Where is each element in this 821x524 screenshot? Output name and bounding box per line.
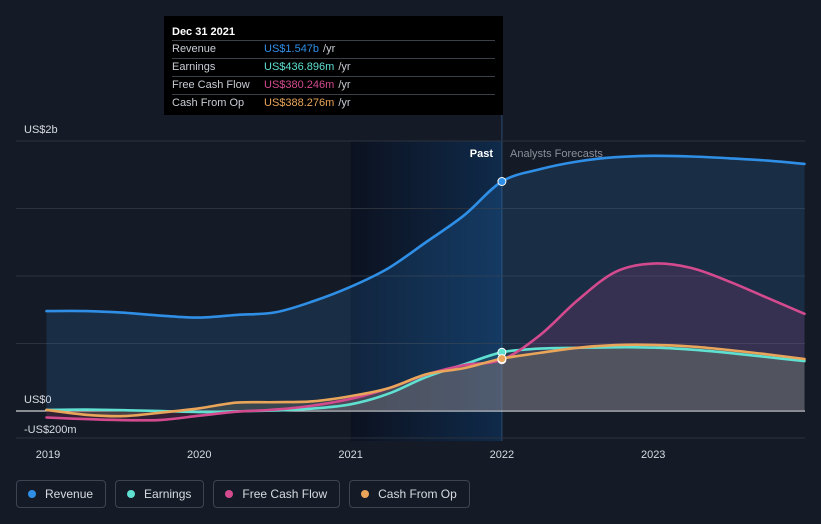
legend-label: Earnings [144,487,192,501]
y-tick-label-2b: US$2b [24,124,58,136]
tooltip-unit: /yr [338,79,351,91]
tooltip-label: Revenue [172,43,217,55]
legend-item-cash-from-op[interactable]: Cash From Op [349,480,470,508]
cash-from-op-area [46,344,805,417]
cash-from-op-marker [497,354,507,364]
tooltip-row-free-cash-flow: Free Cash Flow US$380.246m /yr [172,76,495,94]
free-cash-flow-area [46,263,805,421]
tooltip-row-cash-from-op: Cash From Op US$388.276m /yr [172,94,495,112]
tooltip-value: US$388.276m [264,97,335,109]
tooltip-label: Free Cash Flow [172,79,250,91]
revenue-marker [497,177,507,186]
x-tick-label-2019: 2019 [36,449,60,461]
legend-dot [361,490,370,498]
legend-item-revenue[interactable]: Revenue [16,480,107,508]
past-label: Past [470,148,494,160]
legend-dot [225,490,234,498]
x-tick-label-2020: 2020 [187,449,211,461]
analysts-forecasts-label: Analysts Forecasts [510,148,603,160]
x-tick-label-2022: 2022 [490,449,514,461]
tooltip-row-earnings: Earnings US$436.896m /yr [172,58,495,76]
y-tick-label-0: US$0 [24,394,52,406]
tooltip-value: US$436.896m [264,61,335,73]
tooltip-unit: /yr [338,61,351,73]
cash-from-op-line [45,343,806,418]
legend-item-earnings[interactable]: Earnings [115,480,205,508]
legend-label: Cash From Op [378,487,457,501]
y-tick-label-neg200m: -US$200m [24,424,77,436]
tooltip: Dec 31 2021 Revenue US$1.547b /yr Earnin… [164,16,503,115]
earnings-area [46,347,805,413]
legend-item-free-cash-flow[interactable]: Free Cash Flow [213,480,341,508]
legend-label: Free Cash Flow [242,487,328,501]
revenue-line [45,154,806,319]
tooltip-value: US$1.547b [264,43,320,55]
legend: Revenue Earnings Free Cash Flow Cash Fro… [16,480,470,508]
tooltip-row-revenue: Revenue US$1.547b /yr [172,40,495,58]
tooltip-unit: /yr [323,43,336,55]
tooltip-date: Dec 31 2021 [172,26,235,38]
tooltip-label: Cash From Op [172,97,245,109]
x-tick-label-2021: 2021 [338,449,362,461]
x-tick-label-2023: 2023 [641,449,665,461]
tooltip-unit: /yr [338,97,351,109]
tooltip-value: US$380.246m [264,79,335,91]
legend-dot [127,490,136,498]
tooltip-label: Earnings [172,61,216,73]
chart-canvas: US$2b US$0 -US$200m Past Analysts Foreca… [16,20,806,461]
legend-label: Revenue [45,487,94,501]
legend-dot [28,490,36,498]
